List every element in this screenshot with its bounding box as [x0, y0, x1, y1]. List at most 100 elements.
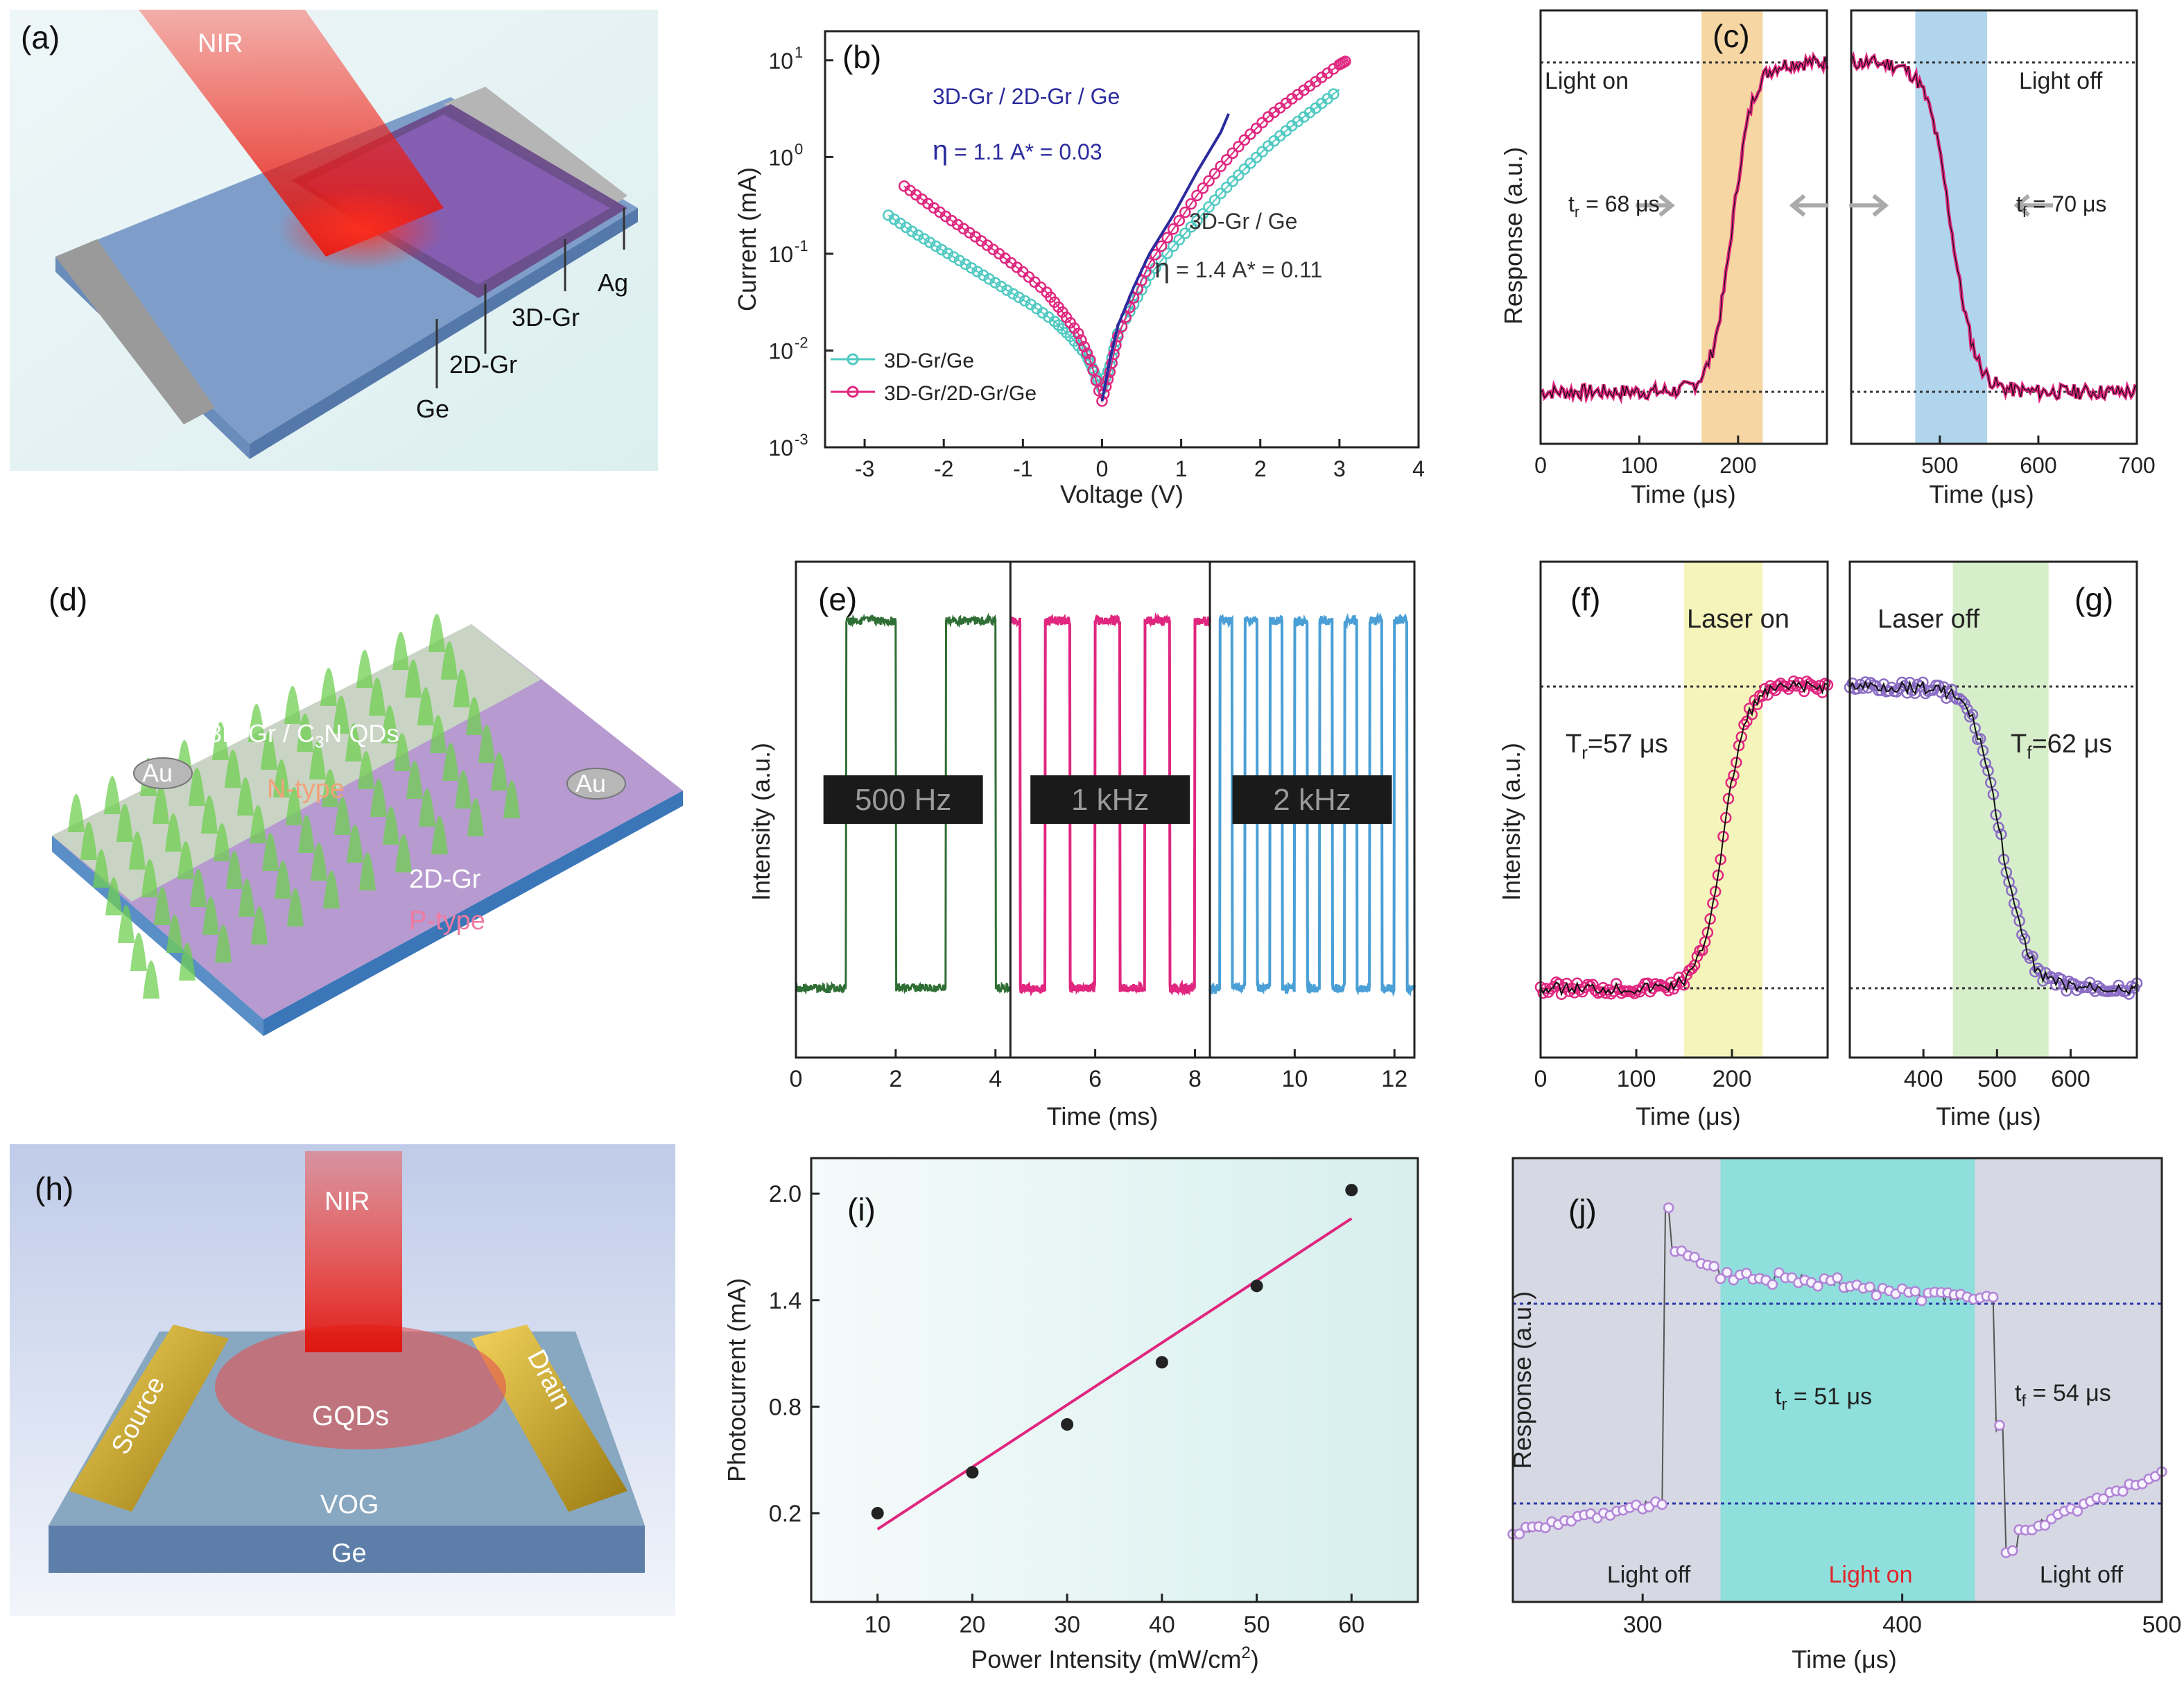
chart-j-ylabel: Response (a.u.)	[1508, 1291, 1536, 1469]
x-tick-label: 400	[1904, 1066, 1943, 1092]
green-spike	[441, 641, 458, 680]
data-point	[1233, 169, 1245, 181]
green-spike	[154, 887, 171, 925]
y-tick-exponent: -3	[795, 431, 808, 448]
x-tick-label: 1	[1175, 456, 1188, 481]
green-spikes	[68, 614, 520, 999]
x-tick-label: 12	[1381, 1066, 1407, 1092]
chart-j-region-1: Light off	[1607, 1562, 1691, 1588]
data-point	[1013, 291, 1025, 303]
response-trace	[1539, 51, 1829, 405]
gr3d-label-a: 3D-Gr	[512, 303, 580, 331]
green-spike	[358, 751, 374, 789]
data-point	[1964, 711, 1976, 723]
au-label-right: Au	[575, 769, 606, 798]
data-point	[1979, 757, 1991, 770]
data-point	[1984, 777, 1997, 788]
data-point	[1340, 55, 1351, 67]
green-spike	[201, 795, 218, 834]
data-point	[1663, 1202, 1674, 1214]
arrow-left-icon	[2013, 193, 2054, 217]
data-point	[1208, 194, 1221, 207]
data-point	[1615, 987, 1627, 999]
chart-j-note-f: tf = 54 μs	[2015, 1380, 2111, 1411]
green-spike	[467, 798, 484, 836]
chart-b-annot-4: η = 1.4 A* = 0.11	[1154, 253, 1322, 284]
data-point	[1977, 745, 1989, 757]
chart-b-ylabel: Current (mA)	[733, 167, 761, 311]
x-tick-label: 6	[1089, 1066, 1102, 1092]
data-point	[1909, 1286, 1921, 1297]
y-tick-label: 0.8	[769, 1394, 801, 1420]
green-spike	[392, 632, 409, 670]
chart-j-note-r: tr = 51 μs	[1775, 1383, 1872, 1414]
data-point	[1250, 151, 1263, 164]
y-tick-label: 0.2	[769, 1501, 801, 1527]
data-point	[1678, 979, 1690, 991]
x-tick-label: -3	[855, 456, 874, 481]
ntype-label: N-type	[267, 775, 345, 804]
data-point	[1019, 295, 1031, 307]
data-point	[1220, 181, 1233, 193]
chart-c-left-note: tr = 68 μs	[1568, 191, 1660, 221]
x-tick-label: 200	[1719, 453, 1756, 478]
green-spike	[177, 841, 194, 879]
green-spike	[226, 851, 243, 889]
data-point	[930, 240, 942, 252]
data-point	[1227, 147, 1239, 160]
chart-fg: 0 100 200 400 500 600 (f) (g) Intensity (a.u…	[1497, 560, 2143, 1130]
response-trace	[1849, 51, 2138, 404]
data-point	[1959, 698, 1970, 710]
data-point	[1081, 347, 1093, 359]
data-point	[1932, 680, 1945, 691]
x-tick-label: 700	[2118, 453, 2155, 478]
panel-j-label: (j)	[1568, 1193, 1597, 1229]
green-spike	[419, 788, 435, 827]
x-tick-label: 200	[1713, 1066, 1752, 1092]
green-spike	[370, 779, 387, 817]
x-tick-label: 400	[1882, 1612, 1922, 1638]
chart-j-xlabel: Time (μs)	[1792, 1645, 1896, 1673]
gr2d-label-d: 2D-Gr	[409, 865, 481, 894]
ge-label-a: Ge	[416, 395, 449, 423]
data-point	[912, 229, 924, 241]
data-point	[1656, 1499, 1668, 1510]
x-tick-label: 300	[1623, 1612, 1663, 1638]
data-point	[1629, 988, 1640, 999]
x-tick-label: 0	[790, 1066, 803, 1092]
data-point	[2055, 973, 2068, 985]
chart-e: 500 Hz 1 kHz 2 kHz 0 2 4 6 8 10 12 (e) Intensity …	[747, 560, 1416, 1130]
y-tick-label: 10	[768, 49, 793, 74]
plot-frame	[1850, 9, 2138, 445]
green-spike	[166, 915, 183, 953]
frequency-label: 500 Hz	[855, 783, 951, 817]
square-wave-trace	[795, 612, 1012, 995]
chart-fg-ylabel: Intensity (a.u.)	[1497, 743, 1525, 901]
green-spike	[143, 960, 159, 999]
chart-j-region-3: Light off	[2040, 1562, 2124, 1588]
green-spike	[428, 614, 445, 652]
y-tick-label: 10	[768, 338, 793, 363]
chart-j-region-2: Light on	[1829, 1562, 1913, 1588]
green-spike	[333, 696, 349, 734]
green-spike	[116, 804, 133, 842]
panel-a-illustration: (a) NIR Ag 3D-Gr 2D-Gr Ge	[10, 10, 658, 471]
data-point	[1969, 722, 1981, 734]
data-point	[1708, 1261, 1719, 1272]
data-point	[1832, 1272, 1843, 1284]
green-spike	[478, 725, 495, 763]
chart-c-left-title: Light on	[1545, 68, 1629, 94]
y-tick-exponent: -2	[795, 334, 808, 351]
data-point	[1007, 288, 1019, 300]
green-spike	[190, 869, 207, 907]
chart-c-ylabel: Response (a.u.)	[1499, 147, 1527, 325]
vog-label: VOG	[320, 1490, 379, 1519]
green-spike	[239, 879, 255, 917]
green-spike	[250, 805, 266, 843]
data-point	[1185, 221, 1197, 233]
panel-d-illustration: (d) Au Au 3D-Gr / C3N QDs N-type 2D-Gr P…	[0, 548, 700, 1096]
data-point	[1540, 1522, 1551, 1533]
legend-item-2: 3D-Gr/2D-Gr/Ge	[884, 382, 1037, 405]
green-spike	[298, 815, 315, 853]
chart-f-note: Tr=57 μs	[1566, 730, 1668, 763]
